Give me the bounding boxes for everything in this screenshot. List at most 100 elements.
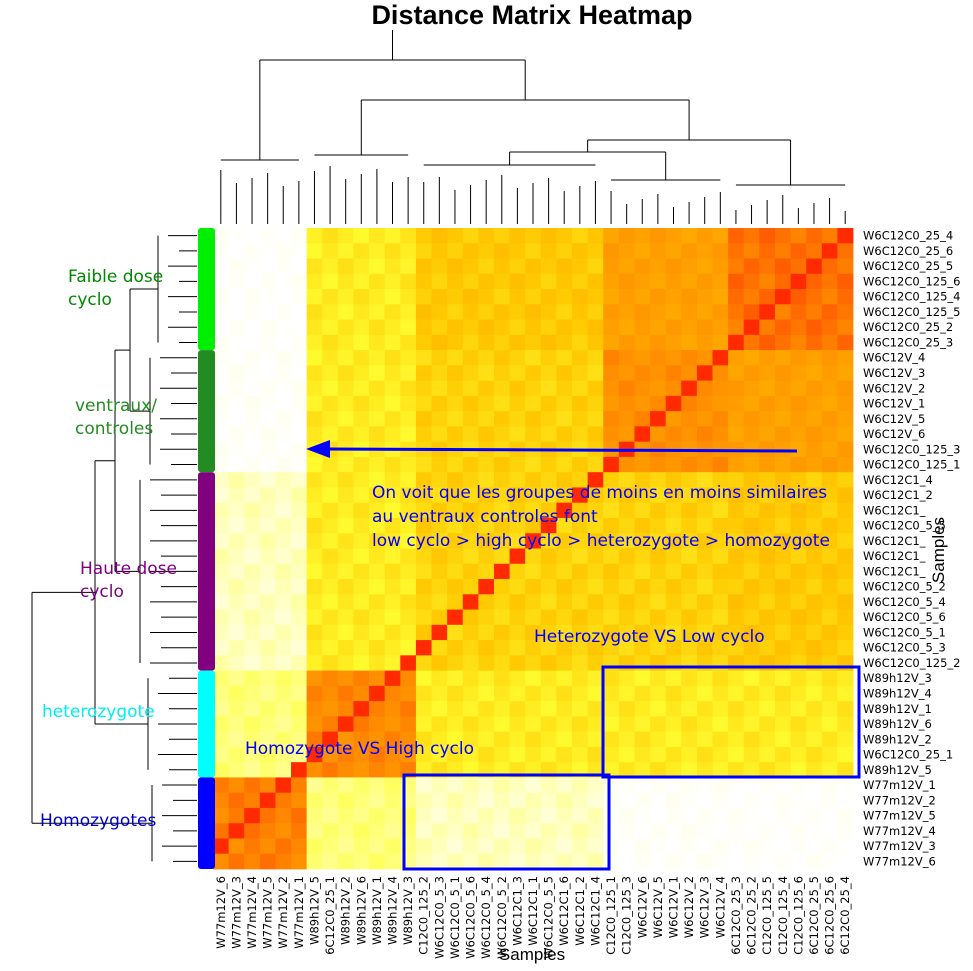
heatmap-cell xyxy=(540,380,557,397)
heatmap-cell xyxy=(431,807,448,824)
heatmap-cell xyxy=(743,304,760,320)
heatmap-cell xyxy=(837,670,854,687)
heatmap-cell xyxy=(322,838,339,855)
heatmap-cell xyxy=(462,640,479,656)
heatmap-cell xyxy=(790,517,807,534)
heatmap-cell xyxy=(696,609,713,626)
heatmap-cell xyxy=(353,456,370,473)
heatmap-cell xyxy=(806,746,823,763)
heatmap-cell xyxy=(244,243,261,259)
heatmap-cell xyxy=(774,853,791,870)
heatmap-cell xyxy=(774,472,791,488)
heatmap-cell xyxy=(681,365,698,382)
heatmap-cell xyxy=(275,365,292,382)
heatmap-cell xyxy=(400,624,417,641)
heatmap-cell xyxy=(603,792,620,809)
column-label: 6C12C0_25_4 xyxy=(838,876,852,955)
heatmap-cell xyxy=(291,289,308,305)
heatmap-cell xyxy=(837,243,854,259)
heatmap-cell xyxy=(228,411,245,427)
heatmap-cell xyxy=(431,701,448,717)
heatmap-cell xyxy=(618,365,635,382)
heatmap-cell xyxy=(712,380,729,397)
heatmap-cell xyxy=(525,289,542,305)
heatmap-cell xyxy=(306,731,323,748)
heatmap-cell xyxy=(790,380,807,397)
heatmap-cell xyxy=(634,579,651,595)
heatmap-cell xyxy=(244,823,261,839)
heatmap-cell xyxy=(493,701,510,717)
heatmap-cell xyxy=(244,762,261,778)
heatmap-cell xyxy=(259,334,276,351)
heatmap-cell xyxy=(696,304,713,320)
row-label: W6C12C0_25_4 xyxy=(863,229,953,243)
heatmap-cell xyxy=(213,289,230,305)
heatmap-cell xyxy=(650,655,667,671)
heatmap-cell xyxy=(306,579,323,595)
heatmap-cell xyxy=(634,838,651,855)
heatmap-cell xyxy=(213,228,230,244)
heatmap-cell xyxy=(634,395,651,412)
heatmap-cell xyxy=(712,731,729,748)
heatmap-cell xyxy=(213,579,230,595)
heatmap-cell xyxy=(743,685,760,702)
heatmap-cell xyxy=(291,716,308,733)
heatmap-cell xyxy=(837,777,854,794)
heatmap-cell xyxy=(322,685,339,702)
heatmap-cell xyxy=(634,289,651,305)
heatmap-cell xyxy=(228,563,245,580)
heatmap-cell xyxy=(790,319,807,336)
heatmap-cell xyxy=(244,365,261,382)
heatmap-cell xyxy=(650,823,667,839)
heatmap-cell xyxy=(556,517,573,534)
heatmap-cell xyxy=(806,823,823,839)
heatmap-cell xyxy=(681,823,698,839)
heatmap-cell xyxy=(493,731,510,748)
heatmap-cell xyxy=(306,838,323,855)
heatmap-cell xyxy=(291,594,308,610)
heatmap-cell xyxy=(462,472,479,488)
heatmap-cell xyxy=(493,365,510,382)
column-label: W6C12V_3 xyxy=(698,876,712,938)
heatmap-cell xyxy=(306,502,323,519)
heatmap-cell xyxy=(415,563,432,580)
heatmap-cell xyxy=(322,563,339,580)
heatmap-cell xyxy=(384,273,401,290)
heatmap-cell xyxy=(400,502,417,519)
heatmap-cell xyxy=(556,640,573,656)
heatmap-cell xyxy=(431,670,448,687)
heatmap-cell xyxy=(244,579,261,595)
heatmap-cell xyxy=(415,670,432,687)
heatmap-cell xyxy=(743,746,760,763)
heatmap-cell xyxy=(790,792,807,809)
heatmap-cell xyxy=(712,304,729,320)
heatmap-cell xyxy=(509,777,526,794)
heatmap-cell xyxy=(478,838,495,855)
heatmap-cell xyxy=(525,624,542,641)
heatmap-cell xyxy=(587,853,604,870)
heatmap-cell xyxy=(244,670,261,687)
heatmap-cell xyxy=(618,533,635,549)
heatmap-cell xyxy=(774,685,791,702)
heatmap-cell xyxy=(712,701,729,717)
heatmap-cell xyxy=(384,411,401,427)
heatmap-cell xyxy=(478,853,495,870)
heatmap-cell xyxy=(556,716,573,733)
heatmap-cell xyxy=(712,670,729,687)
heatmap-cell xyxy=(400,487,417,504)
group-label: ventraux/controles xyxy=(75,396,157,439)
heatmap-cell xyxy=(821,502,838,519)
heatmap-cell xyxy=(509,411,526,427)
heatmap-cell xyxy=(587,823,604,839)
heatmap-cell xyxy=(806,777,823,794)
heatmap-cell xyxy=(837,456,854,473)
heatmap-cell xyxy=(774,792,791,809)
note-line: low cyclo > high cyclo > heterozygote > … xyxy=(372,531,830,551)
heatmap-cell xyxy=(431,487,448,504)
heatmap-cell xyxy=(572,685,589,702)
heatmap-cell xyxy=(556,746,573,763)
heatmap-cell xyxy=(712,563,729,580)
heatmap-cell xyxy=(509,365,526,382)
column-label: C12C0_125_6 xyxy=(791,876,805,955)
heatmap-cell xyxy=(696,350,713,366)
